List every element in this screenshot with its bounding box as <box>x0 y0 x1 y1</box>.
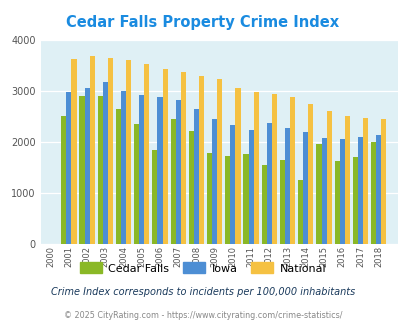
Bar <box>102 82 108 244</box>
Bar <box>266 123 271 244</box>
Bar <box>370 142 375 244</box>
Bar <box>261 165 266 244</box>
Bar <box>144 64 149 244</box>
Bar <box>66 92 71 244</box>
Bar <box>225 156 230 244</box>
Bar <box>188 131 194 244</box>
Text: Crime Index corresponds to incidents per 100,000 inhabitants: Crime Index corresponds to incidents per… <box>51 287 354 297</box>
Legend: Cedar Falls, Iowa, National: Cedar Falls, Iowa, National <box>75 258 330 278</box>
Bar <box>334 161 339 244</box>
Bar <box>243 154 248 244</box>
Bar <box>380 119 386 244</box>
Bar <box>271 94 276 244</box>
Bar <box>279 160 284 244</box>
Bar <box>284 128 290 244</box>
Bar <box>321 138 326 244</box>
Bar <box>297 180 303 244</box>
Bar <box>344 116 349 244</box>
Bar <box>152 149 157 244</box>
Bar <box>170 119 175 244</box>
Bar <box>235 88 240 244</box>
Bar <box>180 72 185 244</box>
Bar <box>352 157 357 244</box>
Bar <box>207 153 211 244</box>
Bar <box>162 69 167 244</box>
Bar <box>253 92 258 244</box>
Bar <box>357 137 362 244</box>
Bar <box>84 88 90 244</box>
Bar <box>211 119 217 244</box>
Bar <box>290 97 294 244</box>
Bar <box>71 58 76 244</box>
Bar <box>315 145 321 244</box>
Bar <box>157 97 162 244</box>
Bar <box>230 124 235 244</box>
Bar <box>217 80 222 244</box>
Bar <box>90 56 94 244</box>
Bar <box>115 109 121 244</box>
Bar <box>375 135 380 244</box>
Bar <box>79 96 84 244</box>
Bar <box>61 116 66 244</box>
Bar <box>362 118 367 244</box>
Bar <box>326 111 331 244</box>
Bar <box>198 76 204 244</box>
Bar <box>248 130 253 244</box>
Bar <box>134 124 139 244</box>
Bar <box>108 58 113 244</box>
Text: © 2025 CityRating.com - https://www.cityrating.com/crime-statistics/: © 2025 CityRating.com - https://www.city… <box>64 311 341 320</box>
Bar <box>175 100 180 244</box>
Bar <box>126 59 131 244</box>
Bar <box>339 139 344 244</box>
Bar <box>194 109 198 244</box>
Bar <box>308 104 313 244</box>
Bar <box>121 91 126 244</box>
Bar <box>98 96 102 244</box>
Bar <box>139 95 144 244</box>
Text: Cedar Falls Property Crime Index: Cedar Falls Property Crime Index <box>66 15 339 30</box>
Bar <box>303 132 308 244</box>
